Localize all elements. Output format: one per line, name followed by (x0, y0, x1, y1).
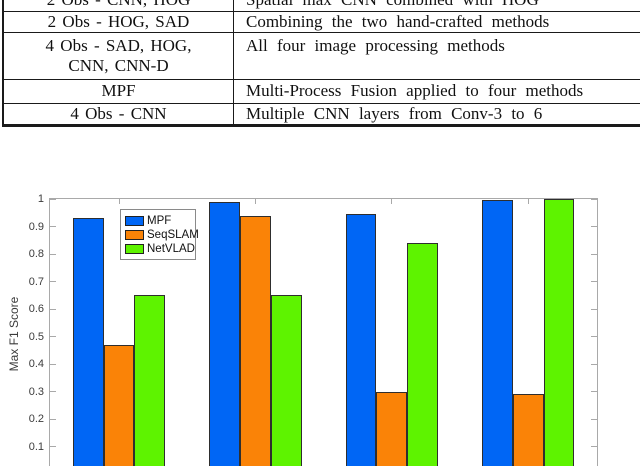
y-tick-mark (50, 336, 56, 337)
table-row: 4 Obs - SAD, HOG, CNN, CNN-D All four imag… (2, 31, 640, 80)
y-tick-label: 0.2 (28, 413, 44, 425)
y-tick-mark (591, 281, 597, 282)
y-tick-label: 0.1 (28, 440, 44, 453)
y-tick-label: 0.4 (28, 358, 44, 370)
x-tick-mark-top (391, 199, 393, 204)
y-tick-mark (591, 418, 597, 420)
table-cell-description: Multiple CNN layers from Conv-3 to 6 (233, 102, 640, 126)
y-tick-mark (591, 308, 597, 310)
y-tick-mark (591, 391, 597, 392)
y-tick-mark (591, 336, 597, 337)
table-row: 2 Obs - HOG, SAD Combining the two hand-c… (2, 10, 640, 33)
legend-item-mpf: MPF (125, 214, 195, 228)
legend-swatch-icon (125, 216, 144, 226)
x-tick-mark-top (254, 199, 256, 204)
table-cell-method: MPF (2, 78, 234, 104)
table-cell-method: 2 Obs - CNN, HOG (2, 0, 234, 12)
bar-seqslam-group4 (512, 394, 544, 466)
y-tick-mark (591, 446, 597, 447)
legend-label: SeqSLAM (147, 229, 199, 241)
bar-seqslam-group1 (103, 344, 135, 466)
chart-legend: MPF SeqSLAM NetVLAD (120, 209, 199, 260)
legend-swatch-icon (125, 230, 144, 240)
table-row: MPF Multi-Process Fusion applied to four … (2, 78, 640, 104)
y-tick-mark (50, 226, 56, 227)
legend-item-netvlad: NetVLAD (125, 242, 195, 256)
y-tick-label: 0.6 (28, 303, 44, 315)
y-tick-mark (50, 446, 56, 447)
y-tick-mark (50, 418, 56, 420)
table-cell-description: Spatial max CNN combined with HOG (233, 0, 640, 12)
table-cell-description: Combining the two hand-crafted methods (233, 10, 640, 33)
y-tick-mark (50, 308, 56, 310)
table-row: 2 Obs - CNN, HOGSpatial max CNN combined… (2, 0, 640, 12)
bar-netvlad-group1 (134, 295, 166, 466)
bar-chart-plot-area: 1 0.9 0.8 0.7 0.6 0.5 0.4 0.3 0.2 0.1 MPF SeqSLAM N… (29, 194, 598, 466)
bar-mpf-group4 (482, 200, 513, 466)
y-tick-label: 1 (37, 193, 44, 205)
table-cell-method: 4 Obs - CNN (2, 102, 234, 126)
legend-label: MPF (147, 215, 172, 227)
y-tick-mark (50, 253, 56, 255)
y-tick-mark (591, 253, 597, 255)
bar-mpf-group2 (209, 201, 240, 466)
table-cell-method: 4 Obs - SAD, HOG, CNN, CNN-D (2, 31, 234, 80)
bar-netvlad-group4 (543, 199, 575, 466)
table-cell-method: 2 Obs - HOG, SAD (2, 10, 234, 33)
legend-swatch-icon (125, 244, 144, 254)
methods-table: 2 Obs - CNN, HOGSpatial max CNN combined… (2, 0, 640, 127)
x-tick-mark-top (118, 199, 120, 204)
bar-mpf-group3 (345, 214, 377, 466)
table-row: 4 Obs - CNN Multiple CNN layers from Conv… (2, 102, 640, 126)
bar-netvlad-group3 (407, 243, 438, 466)
y-tick-label: 0.8 (28, 248, 44, 260)
y-tick-mark (591, 198, 597, 200)
y-tick-mark (50, 198, 56, 200)
y-tick-mark (50, 281, 56, 282)
y-tick-label: 0.9 (28, 220, 44, 233)
y-tick-mark (50, 363, 56, 365)
table-cell-description: All four image processing methods (233, 31, 640, 80)
x-tick-mark-top (527, 199, 529, 204)
y-tick-label: 0.5 (28, 330, 44, 343)
table-cell-description: Multi-Process Fusion applied to four met… (233, 78, 640, 104)
y-tick-label: 0.3 (28, 385, 44, 398)
y-tick-mark (50, 391, 56, 392)
bar-seqslam-group3 (376, 391, 408, 466)
bar-seqslam-group2 (240, 215, 271, 466)
bar-mpf-group1 (72, 218, 104, 466)
bar-netvlad-group2 (270, 295, 302, 466)
legend-label: NetVLAD (147, 243, 195, 255)
y-tick-mark (591, 226, 597, 227)
legend-item-seqslam: SeqSLAM (125, 228, 199, 242)
y-tick-mark (591, 363, 597, 365)
y-tick-label: 0.7 (28, 275, 44, 288)
